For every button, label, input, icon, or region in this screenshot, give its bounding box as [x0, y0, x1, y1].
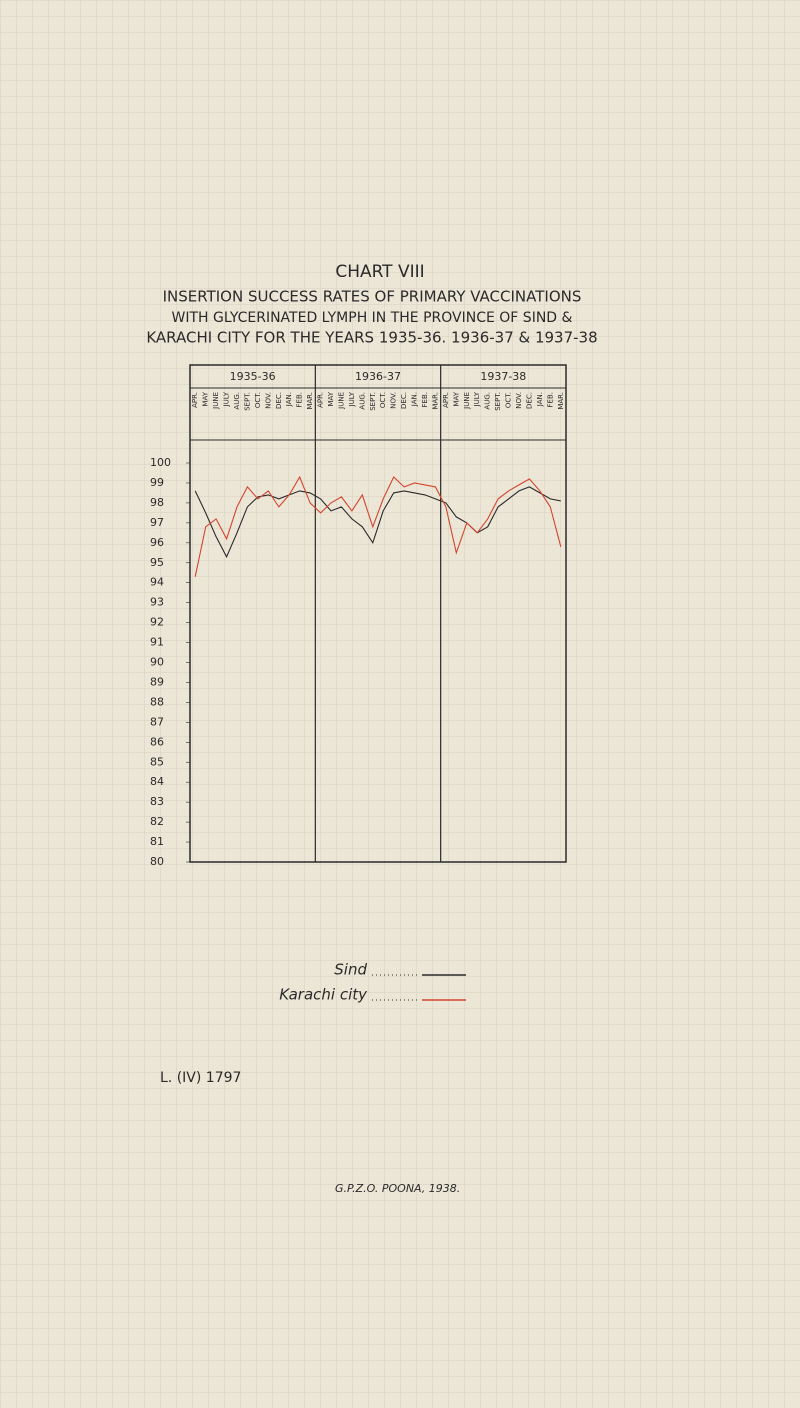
x-tick-label: MAY: [327, 391, 335, 406]
reference: L. (IV) 1797: [160, 1070, 241, 1086]
x-tick-label: JUNE: [337, 392, 345, 410]
y-tick-label: 81: [150, 835, 164, 848]
x-tick-label: JAN.: [536, 392, 544, 407]
legend-label: Karachi city: [279, 986, 368, 1004]
x-tick-label: APR.: [442, 392, 450, 408]
year-label: 1937-38: [480, 370, 526, 383]
x-tick-label: OCT.: [254, 392, 262, 408]
year-label: 1936-37: [355, 370, 401, 383]
y-tick-label: 96: [150, 536, 164, 549]
year-label: 1935-36: [230, 370, 276, 383]
y-tick-label: 91: [150, 636, 164, 649]
x-tick-label: JULY: [223, 391, 231, 407]
x-tick-label: OCT.: [505, 392, 513, 408]
subtitle: KARACHI CITY FOR THE YEARS 1935-36. 1936…: [146, 329, 597, 347]
x-tick-label: FEB.: [546, 392, 554, 407]
y-tick-label: 87: [150, 715, 164, 728]
x-tick-label: JUNE: [463, 392, 471, 410]
y-tick-label: 98: [150, 496, 164, 509]
subtitle: INSERTION SUCCESS RATES OF PRIMARY VACCI…: [163, 288, 582, 306]
x-tick-label: DEC.: [275, 392, 283, 409]
y-tick-label: 89: [150, 675, 164, 688]
subtitle: WITH GLYCERINATED LYMPH IN THE PROVINCE …: [172, 310, 573, 326]
x-tick-label: SEPT.: [243, 392, 251, 411]
y-tick-label: 94: [150, 576, 164, 589]
y-tick-label: 90: [150, 656, 164, 669]
x-tick-label: JUNE: [212, 392, 220, 410]
y-tick-label: 95: [150, 556, 164, 569]
x-tick-label: MAR.: [306, 392, 314, 410]
x-tick-label: APR.: [191, 392, 199, 408]
x-tick-label: MAR.: [557, 392, 565, 410]
x-tick-label: NOV.: [515, 392, 523, 409]
chart-title: CHART VIII: [335, 262, 424, 282]
y-tick-label: 86: [150, 735, 164, 748]
series-line: [194, 486, 561, 559]
x-tick-label: NOV.: [264, 392, 272, 409]
x-tick-label: AUG.: [233, 392, 241, 410]
y-tick-label: 97: [150, 516, 164, 529]
printer: G.P.Z.O. POONA, 1938.: [335, 1182, 460, 1195]
y-tick-label: 85: [150, 755, 164, 768]
y-tick-label: 84: [150, 775, 164, 788]
x-tick-label: DEC.: [525, 392, 533, 409]
x-tick-label: JAN.: [285, 392, 293, 407]
y-tick-label: 80: [150, 855, 164, 868]
y-tick-label: 100: [150, 456, 171, 469]
y-tick-label: 92: [150, 616, 164, 629]
x-tick-label: JULY: [473, 391, 481, 407]
plot-frame: [189, 364, 567, 863]
y-tick-label: 99: [150, 476, 164, 489]
x-tick-label: AUG.: [358, 392, 366, 410]
x-tick-label: NOV.: [390, 392, 398, 409]
x-tick-label: MAY: [452, 391, 460, 406]
x-tick-label: OCT.: [379, 392, 387, 408]
x-tick-label: SEPT.: [369, 392, 377, 411]
x-tick-label: MAY: [202, 391, 210, 406]
x-tick-label: SEPT.: [494, 392, 502, 411]
x-tick-label: JULY: [348, 391, 356, 407]
x-tick-label: DEC.: [400, 392, 408, 409]
legend-label: Sind: [334, 961, 367, 979]
series-line: [194, 475, 562, 577]
y-tick-label: 83: [150, 795, 164, 808]
x-tick-label: AUG.: [484, 392, 492, 410]
y-tick-label: 88: [150, 695, 164, 708]
x-tick-label: JAN.: [411, 392, 419, 407]
x-tick-label: APR.: [317, 392, 325, 408]
y-tick-label: 93: [150, 596, 164, 609]
x-tick-label: MAR.: [431, 392, 439, 410]
x-tick-label: FEB.: [421, 392, 429, 407]
x-tick-label: FEB.: [296, 392, 304, 407]
y-tick-label: 82: [150, 815, 164, 828]
